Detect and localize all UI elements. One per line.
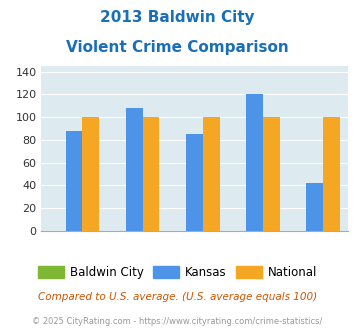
Bar (66, 131, 82, 231)
Bar (306, 183, 323, 231)
Text: 2013 Baldwin City: 2013 Baldwin City (100, 10, 255, 25)
Bar (143, 117, 159, 231)
Text: Violent Crime Comparison: Violent Crime Comparison (66, 40, 289, 54)
Bar (126, 108, 143, 231)
Legend: Baldwin City, Kansas, National: Baldwin City, Kansas, National (33, 262, 322, 284)
Bar (82, 117, 99, 231)
Bar (323, 117, 340, 231)
Bar (203, 117, 220, 231)
Text: © 2025 CityRating.com - https://www.cityrating.com/crime-statistics/: © 2025 CityRating.com - https://www.city… (32, 317, 323, 326)
Bar (263, 117, 280, 231)
Bar (246, 94, 263, 231)
Bar (186, 134, 203, 231)
Text: Compared to U.S. average. (U.S. average equals 100): Compared to U.S. average. (U.S. average … (38, 292, 317, 302)
